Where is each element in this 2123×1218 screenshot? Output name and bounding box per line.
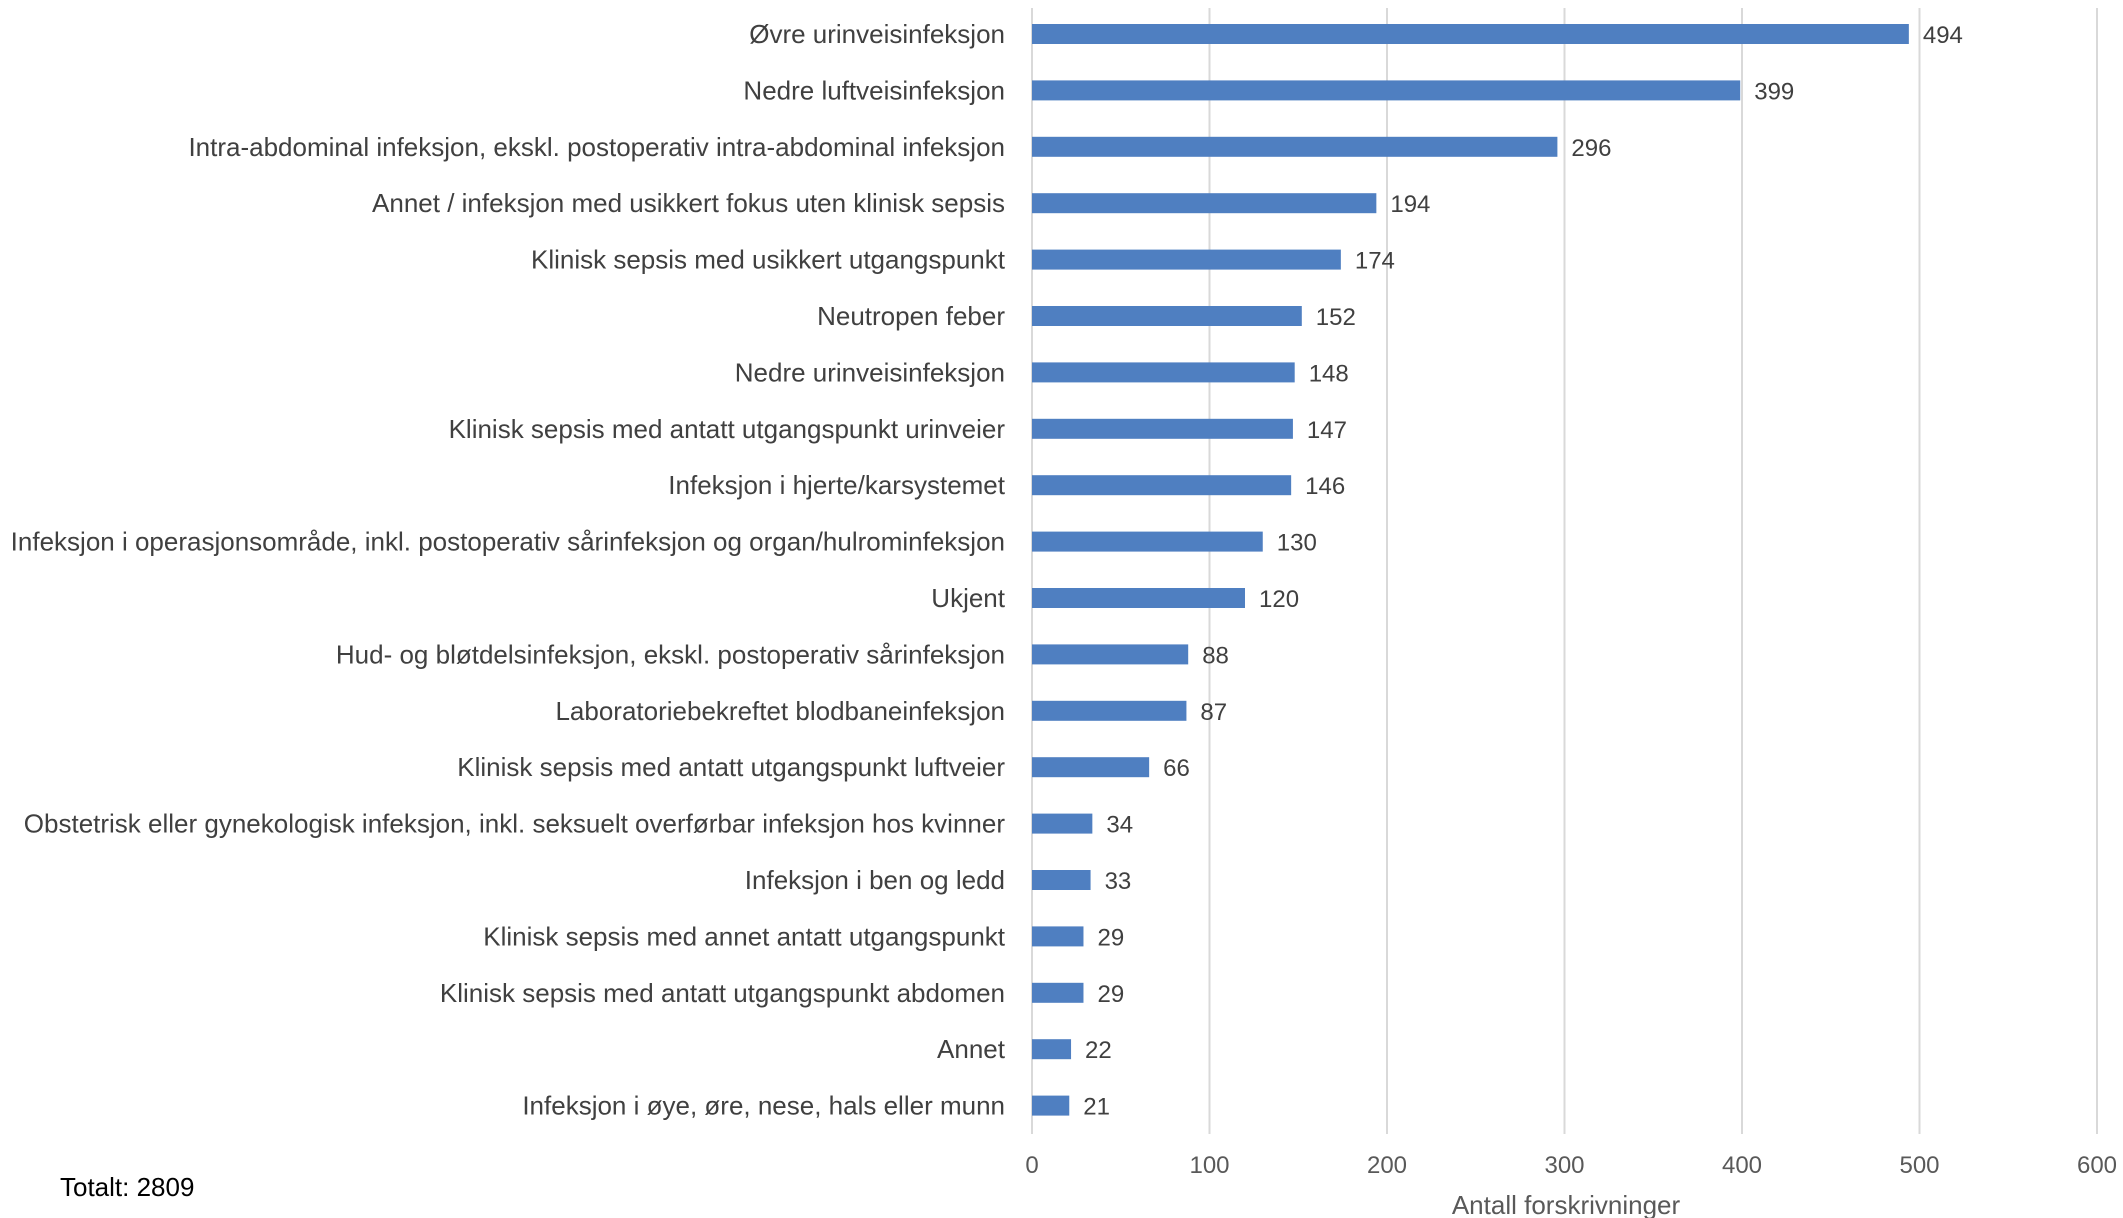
- bar: [1032, 249, 1341, 270]
- label-layer: Øvre urinveisinfeksjon 494 Nedre luftveisi…: [11, 19, 1963, 1121]
- bar: [1032, 475, 1292, 496]
- category-label: Klinisk sepsis med antatt utgangspunkt a…: [440, 978, 1005, 1008]
- category-label: Klinisk sepsis med usikkert utgangspunkt: [531, 245, 1006, 275]
- category-label: Øvre urinveisinfeksjon: [749, 19, 1005, 49]
- category-label: Infeksjon i operasjonsområde, inkl. post…: [11, 527, 1005, 557]
- bar: [1032, 531, 1263, 552]
- data-label: 66: [1163, 755, 1190, 782]
- tick-layer: 0 100 200 300 400 500 600: [1025, 1152, 2117, 1179]
- x-tick-label: 200: [1367, 1152, 1407, 1179]
- bar: [1032, 982, 1084, 1003]
- bar: [1032, 588, 1245, 608]
- data-label: 29: [1097, 981, 1124, 1008]
- data-label: 21: [1083, 1094, 1110, 1121]
- bar: [1032, 757, 1150, 778]
- x-tick-label: 500: [1899, 1152, 1939, 1179]
- category-label: Nedre urinveisinfeksjon: [735, 357, 1005, 387]
- data-label: 34: [1106, 812, 1133, 839]
- category-label: Hud- og bløtdelsinfeksjon, ekskl. postop…: [336, 639, 1005, 669]
- category-label: Infeksjon i hjerte/karsystemet: [668, 470, 1005, 500]
- data-label: 120: [1259, 586, 1299, 613]
- bar: [1032, 644, 1189, 665]
- bar: [1032, 306, 1302, 326]
- category-label: Obstetrisk eller gynekologisk infeksjon,…: [24, 809, 1006, 839]
- grid-layer: [1031, 8, 2098, 1134]
- category-label: Ukjent: [931, 583, 1005, 613]
- data-label: 147: [1307, 417, 1347, 444]
- bar: [1032, 870, 1091, 890]
- data-label: 194: [1390, 191, 1430, 218]
- bar: [1032, 1039, 1072, 1060]
- bar: [1032, 136, 1558, 157]
- category-label: Nedre luftveisinfeksjon: [743, 75, 1005, 105]
- data-label: 148: [1309, 360, 1349, 387]
- data-label: 88: [1202, 642, 1229, 669]
- x-tick-label: 400: [1722, 1152, 1762, 1179]
- bar: [1032, 80, 1741, 101]
- category-label: Infeksjon i ben og ledd: [745, 865, 1005, 895]
- bar: [1032, 24, 1909, 44]
- category-label: Intra-abdominal infeksjon, ekskl. postop…: [188, 132, 1005, 162]
- x-tick-label: 100: [1189, 1152, 1229, 1179]
- category-label: Neutropen feber: [817, 301, 1005, 331]
- data-label: 29: [1097, 924, 1124, 951]
- x-tick-label: 0: [1025, 1152, 1038, 1179]
- total-count: Totalt: 2809: [60, 1172, 195, 1202]
- bar: [1032, 926, 1084, 947]
- x-tick-label: 300: [1544, 1152, 1584, 1179]
- data-label: 174: [1355, 248, 1395, 275]
- category-label: Klinisk sepsis med antatt utgangspunkt l…: [457, 752, 1005, 782]
- x-axis-title: Antall forskrivninger: [1452, 1190, 1681, 1218]
- bar-layer: [1032, 24, 1909, 1116]
- data-label: 146: [1305, 473, 1345, 500]
- category-label: Annet / infeksjon med usikkert fokus ute…: [372, 188, 1005, 218]
- data-label: 296: [1571, 135, 1611, 162]
- bar: [1032, 700, 1187, 721]
- data-label: 130: [1277, 530, 1317, 557]
- data-label: 399: [1754, 78, 1794, 105]
- data-label: 33: [1105, 868, 1132, 895]
- data-label: 152: [1316, 304, 1356, 331]
- bar: [1032, 813, 1093, 834]
- category-label: Laboratoriebekreftet blodbaneinfeksjon: [555, 696, 1005, 726]
- bar: [1032, 418, 1293, 439]
- bar: [1032, 1095, 1070, 1116]
- data-label: 494: [1923, 22, 1963, 49]
- category-label: Klinisk sepsis med annet antatt utgangsp…: [483, 921, 1006, 951]
- data-label: 87: [1200, 699, 1227, 726]
- bar: [1032, 193, 1377, 214]
- category-label: Klinisk sepsis med antatt utgangspunkt u…: [449, 414, 1006, 444]
- category-label: Infeksjon i øye, øre, nese, hals eller m…: [522, 1091, 1005, 1121]
- x-tick-label: 600: [2077, 1152, 2117, 1179]
- bar: [1032, 362, 1295, 383]
- category-label: Annet: [937, 1034, 1006, 1064]
- data-label: 22: [1085, 1037, 1112, 1064]
